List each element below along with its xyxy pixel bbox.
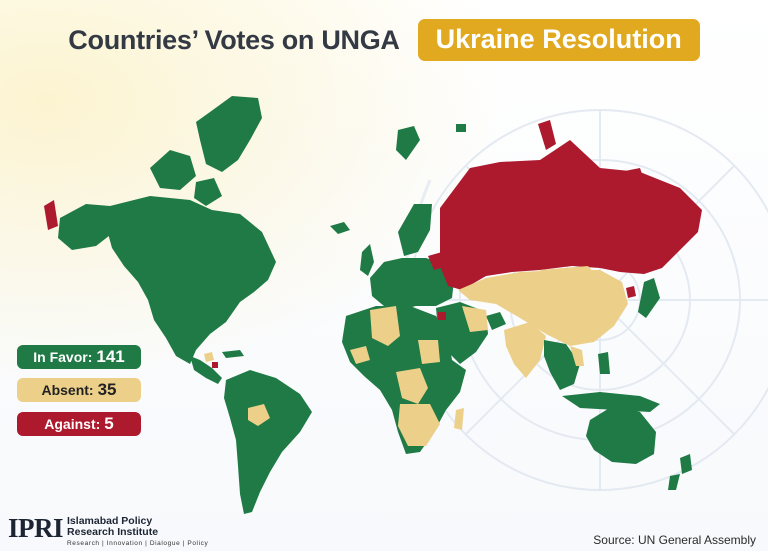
map-region-india: [504, 322, 546, 378]
logo-name-line2: Research Institute: [67, 526, 159, 538]
map-region-iceland: [330, 222, 350, 234]
map-region-syria: [438, 312, 446, 320]
legend-in-favor: In Favor: 141: [17, 345, 141, 369]
map-region-central-africa: [396, 368, 428, 404]
legend-against-count: 5: [104, 414, 114, 433]
logo-name-line1: Islamabad Policy: [67, 515, 153, 527]
map-region-north-korea: [626, 286, 636, 298]
map-region-caribbean-absent: [204, 352, 214, 362]
map-region-philippines: [598, 352, 610, 374]
legend-absent-label: Absent:: [41, 382, 94, 398]
legend-in-favor-label: In Favor:: [33, 349, 93, 365]
title-row: Countries’ Votes on UNGA Ukraine Resolut…: [0, 18, 768, 62]
map-region-nicaragua: [212, 362, 218, 368]
map-region-north-america: [106, 196, 276, 364]
map-region-scandinavia: [398, 204, 432, 256]
map-region-southeast-asia: [544, 340, 580, 390]
map-region-uk: [360, 244, 374, 276]
map-region-japan: [638, 278, 660, 318]
map-region-australia: [586, 404, 656, 464]
logo-text: Islamabad Policy Research Institute Rese…: [67, 515, 209, 548]
map-region-alaska: [58, 204, 114, 250]
map-region-vietnam-absent: [570, 346, 584, 366]
map-region-arctic-small: [456, 124, 466, 132]
map-region-chukotka: [44, 200, 58, 230]
map-region-europe: [370, 258, 454, 310]
map-region-southern-africa: [398, 404, 440, 446]
legend-in-favor-count: 141: [96, 347, 125, 366]
map-region-afghanistan: [486, 312, 506, 330]
map-region-central-asia: [458, 270, 628, 346]
legend-absent: Absent: 35: [17, 378, 141, 402]
map-region-new-zealand: [680, 454, 692, 474]
logo-mark: IPRI: [8, 513, 64, 543]
legend-against: Against: 5: [17, 412, 141, 436]
legend-against-label: Against:: [44, 416, 101, 432]
map-region-madagascar: [454, 408, 464, 430]
map-region-new-zealand-south: [668, 474, 680, 490]
map-region-south-america: [224, 370, 312, 514]
map-region-russia-east: [620, 168, 644, 182]
logo-tagline: Research | Innovation | Dialogue | Polic…: [67, 540, 209, 547]
map-region-iran-absent: [462, 306, 488, 332]
map-region-cuba: [222, 350, 244, 358]
map-region-indonesia: [562, 392, 660, 412]
map-region-canada-arctic-2: [194, 178, 222, 206]
map-region-mongolia: [540, 266, 600, 286]
ipri-logo: IPRI Islamabad Policy Research Institute…: [8, 513, 209, 548]
map-region-canada-arctic: [150, 150, 196, 190]
page-title: Countries’ Votes on UNGA: [68, 24, 400, 55]
map-region-west-africa-absent: [350, 346, 370, 364]
legend-absent-count: 35: [97, 380, 117, 399]
title-highlight-badge: Ukraine Resolution: [417, 19, 700, 61]
map-region-svalbard: [396, 126, 420, 160]
source-credit: Source: UN General Assembly: [593, 533, 756, 547]
map-region-algeria: [370, 306, 400, 346]
map-region-greenland: [196, 96, 262, 172]
map-region-central-america: [190, 356, 222, 384]
map-region-bolivia: [248, 404, 270, 426]
map-region-russia-island: [538, 120, 556, 150]
map-region-sudan: [418, 340, 440, 364]
